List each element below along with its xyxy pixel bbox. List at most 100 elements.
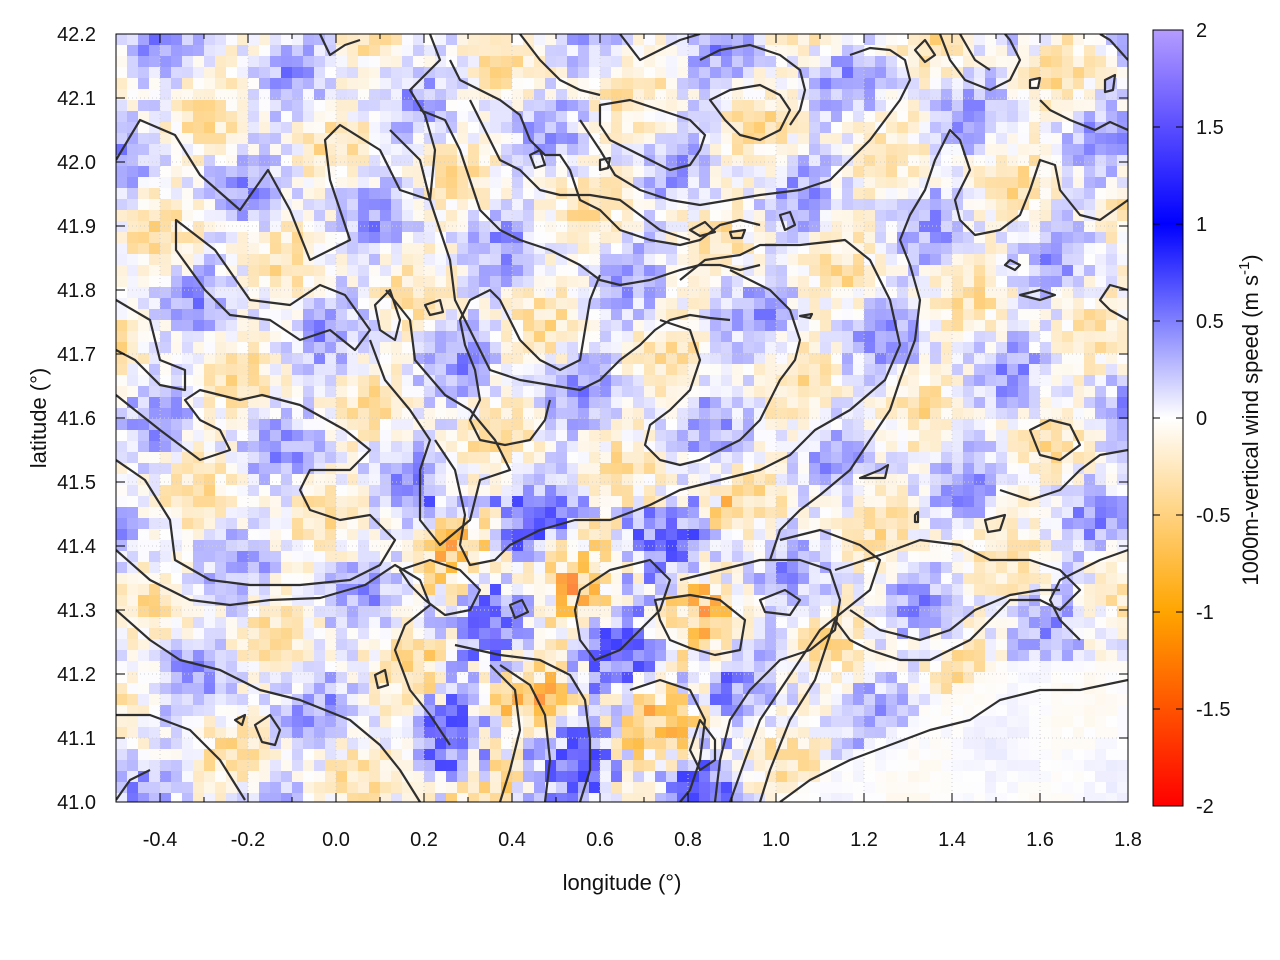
heatmap-cell xyxy=(633,331,644,342)
heatmap-cell xyxy=(479,375,490,386)
heatmap-cell xyxy=(512,518,523,529)
heatmap-cell xyxy=(468,452,479,463)
heatmap-cell xyxy=(688,419,699,430)
heatmap-cell xyxy=(149,298,160,309)
heatmap-cell xyxy=(611,89,622,100)
heatmap-cell xyxy=(853,144,864,155)
heatmap-cell xyxy=(974,210,985,221)
heatmap-cell xyxy=(1073,529,1084,540)
heatmap-cell xyxy=(820,221,831,232)
heatmap-cell xyxy=(941,122,952,133)
heatmap-cell xyxy=(655,155,666,166)
heatmap-cell xyxy=(369,34,380,45)
heatmap-cell xyxy=(919,254,930,265)
heatmap-cell xyxy=(1084,584,1095,595)
heatmap-cell xyxy=(908,573,919,584)
heatmap-cell xyxy=(160,617,171,628)
heatmap-cell xyxy=(666,551,677,562)
heatmap-cell xyxy=(864,430,875,441)
heatmap-cell xyxy=(1040,551,1051,562)
heatmap-cell xyxy=(171,100,182,111)
heatmap-cell xyxy=(1117,595,1128,606)
heatmap-cell xyxy=(270,573,281,584)
heatmap-cell xyxy=(127,419,138,430)
heatmap-cell xyxy=(655,551,666,562)
heatmap-cell xyxy=(402,221,413,232)
heatmap-cell xyxy=(556,78,567,89)
heatmap-cell xyxy=(908,518,919,529)
heatmap-cell xyxy=(919,298,930,309)
heatmap-cell xyxy=(1084,342,1095,353)
heatmap-cell xyxy=(996,573,1007,584)
heatmap-cell xyxy=(578,188,589,199)
heatmap-cell xyxy=(985,573,996,584)
heatmap-cell xyxy=(886,276,897,287)
heatmap-cell xyxy=(787,551,798,562)
heatmap-cell xyxy=(699,34,710,45)
heatmap-cell xyxy=(127,507,138,518)
heatmap-cell xyxy=(204,628,215,639)
heatmap-cell xyxy=(369,518,380,529)
heatmap-cell xyxy=(369,298,380,309)
heatmap-cell xyxy=(754,529,765,540)
heatmap-cell xyxy=(567,155,578,166)
heatmap-cell xyxy=(303,111,314,122)
heatmap-cell xyxy=(974,562,985,573)
heatmap-cell xyxy=(1117,331,1128,342)
heatmap-cell xyxy=(1117,386,1128,397)
heatmap-cell xyxy=(1095,408,1106,419)
heatmap-cell xyxy=(787,111,798,122)
heatmap-cell xyxy=(798,210,809,221)
heatmap-cell xyxy=(567,56,578,67)
heatmap-cell xyxy=(974,309,985,320)
heatmap-cell xyxy=(1051,133,1062,144)
heatmap-cell xyxy=(193,419,204,430)
heatmap-cell xyxy=(864,34,875,45)
heatmap-cell xyxy=(281,309,292,320)
heatmap-cell xyxy=(1007,441,1018,452)
heatmap-cell xyxy=(633,474,644,485)
heatmap-cell xyxy=(644,243,655,254)
heatmap-cell xyxy=(259,430,270,441)
heatmap-cell xyxy=(490,463,501,474)
heatmap-cell xyxy=(446,507,457,518)
heatmap-cell xyxy=(413,177,424,188)
heatmap-cell xyxy=(952,452,963,463)
heatmap-cell xyxy=(1007,155,1018,166)
heatmap-cell xyxy=(787,529,798,540)
heatmap-cell xyxy=(864,562,875,573)
heatmap-cell xyxy=(710,386,721,397)
heatmap-cell xyxy=(534,45,545,56)
heatmap-cell xyxy=(875,177,886,188)
heatmap-cell xyxy=(358,287,369,298)
heatmap-cell xyxy=(578,232,589,243)
heatmap-cell xyxy=(193,254,204,265)
heatmap-cell xyxy=(589,276,600,287)
heatmap-cell xyxy=(600,133,611,144)
heatmap-cell xyxy=(457,485,468,496)
heatmap-cell xyxy=(699,298,710,309)
heatmap-cell xyxy=(710,452,721,463)
heatmap-cell xyxy=(1040,463,1051,474)
heatmap-cell xyxy=(391,430,402,441)
heatmap-cell xyxy=(1117,298,1128,309)
heatmap-cell xyxy=(347,45,358,56)
heatmap-cell xyxy=(666,595,677,606)
heatmap-cell xyxy=(556,397,567,408)
heatmap-cell xyxy=(831,419,842,430)
heatmap-cell xyxy=(655,441,666,452)
heatmap-cell xyxy=(545,441,556,452)
heatmap-cell xyxy=(600,221,611,232)
heatmap-cell xyxy=(842,606,853,617)
heatmap-cell xyxy=(380,408,391,419)
heatmap-cell xyxy=(380,89,391,100)
heatmap-cell xyxy=(193,628,204,639)
heatmap-cell xyxy=(545,111,556,122)
heatmap-cell xyxy=(721,408,732,419)
heatmap-cell xyxy=(281,452,292,463)
heatmap-cell xyxy=(578,243,589,254)
heatmap-cell xyxy=(743,551,754,562)
heatmap-cell xyxy=(1095,342,1106,353)
heatmap-cell xyxy=(314,562,325,573)
heatmap-cell xyxy=(1084,386,1095,397)
